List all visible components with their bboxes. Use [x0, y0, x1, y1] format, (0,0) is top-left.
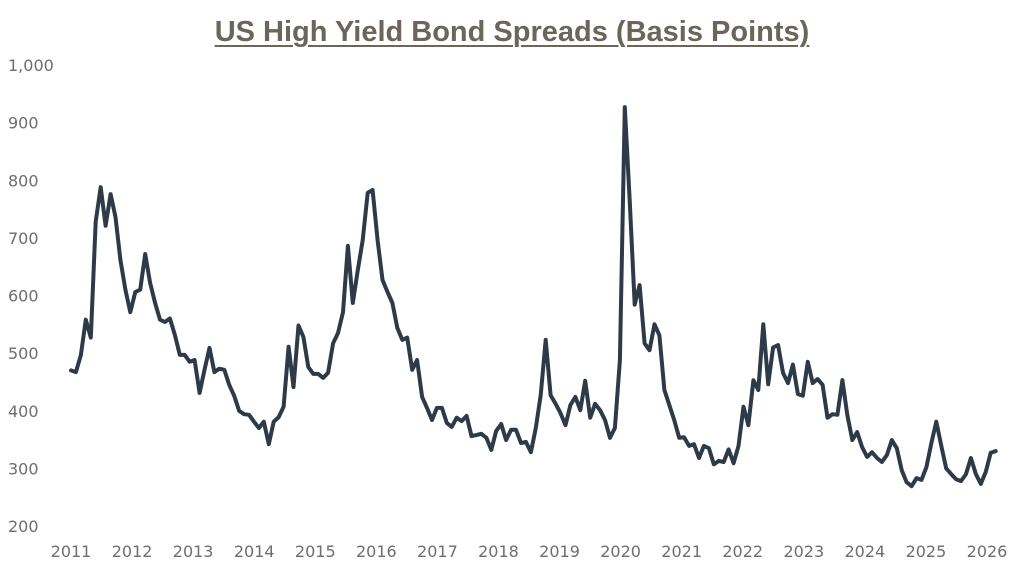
y-tick-label: 500 [8, 344, 39, 363]
spread-line [69, 105, 998, 489]
y-tick-label: 1,000 [8, 56, 54, 75]
y-axis-ticks: 1,000 900 800 700 600 500 400 300 200 [8, 56, 54, 536]
y-tick-label: 200 [8, 517, 39, 536]
y-tick-label: 800 [8, 171, 39, 190]
x-tick-label: 2011 [51, 542, 92, 561]
x-tick-label: 2026 [967, 542, 1008, 561]
x-tick-label: 2021 [661, 542, 702, 561]
x-tick-label: 2012 [112, 542, 153, 561]
x-tick-label: 2019 [539, 542, 580, 561]
x-tick-label: 2024 [845, 542, 886, 561]
x-tick-label: 2014 [234, 542, 275, 561]
x-tick-label: 2025 [906, 542, 947, 561]
x-axis-ticks: 2011 2012 2013 2014 2015 2016 2017 2018 2019 2020… [51, 542, 1008, 561]
y-tick-label: 300 [8, 459, 39, 478]
chart-title: US High Yield Bond Spreads (Basis Points… [214, 16, 810, 48]
series [69, 105, 998, 489]
y-tick-label: 700 [8, 229, 39, 248]
y-tick-label: 600 [8, 287, 39, 306]
x-tick-label: 2016 [356, 542, 397, 561]
x-tick-label: 2023 [783, 542, 824, 561]
x-tick-label: 2022 [722, 542, 763, 561]
x-tick-label: 2018 [478, 542, 519, 561]
x-tick-label: 2015 [295, 542, 336, 561]
y-tick-label: 400 [8, 402, 39, 421]
y-tick-label: 900 [8, 114, 39, 133]
x-tick-label: 2013 [173, 542, 214, 561]
x-tick-label: 2017 [417, 542, 458, 561]
x-tick-label: 2020 [600, 542, 641, 561]
